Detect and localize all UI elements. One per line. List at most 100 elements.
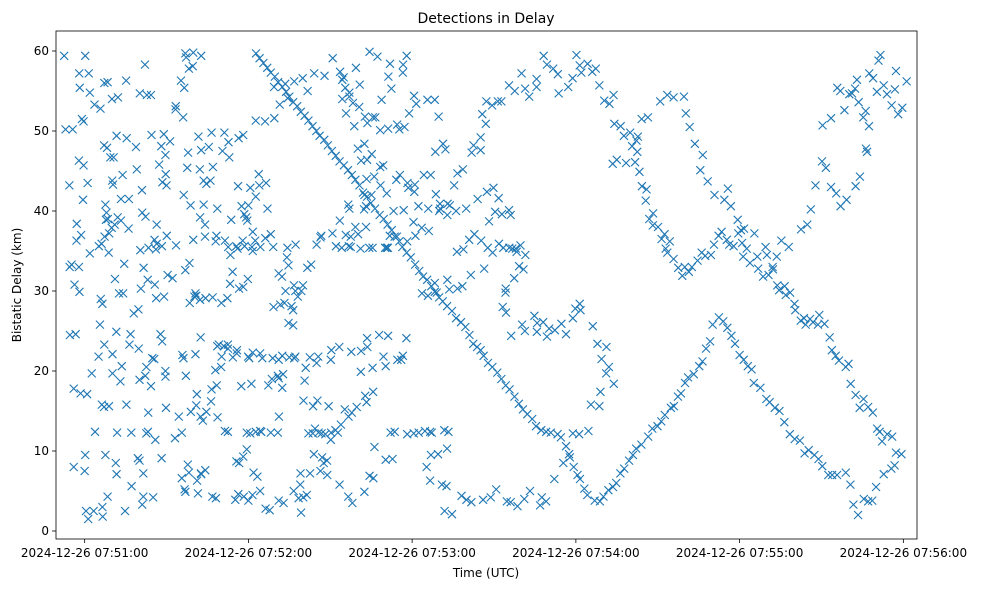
- detection-marker: [211, 493, 221, 503]
- detection-marker: [531, 421, 541, 431]
- detection-marker: [284, 353, 294, 362]
- detection-marker: [192, 476, 202, 485]
- detection-marker: [83, 178, 93, 188]
- detection-marker: [144, 243, 153, 253]
- detection-marker: [469, 141, 478, 150]
- detection-marker: [476, 145, 486, 155]
- detection-marker: [398, 351, 408, 361]
- detection-marker: [134, 344, 144, 353]
- detection-marker: [877, 437, 887, 446]
- detection-marker: [170, 433, 180, 443]
- detection-marker: [156, 141, 166, 151]
- detection-marker: [402, 51, 412, 61]
- detection-marker: [411, 99, 421, 109]
- detection-marker: [576, 305, 585, 315]
- detection-marker: [380, 243, 390, 253]
- detection-marker: [879, 469, 889, 479]
- detection-marker: [561, 441, 571, 451]
- detection-marker: [90, 100, 99, 109]
- detection-marker: [278, 369, 288, 379]
- detection-marker: [430, 147, 440, 157]
- detection-marker: [69, 384, 79, 393]
- detection-marker: [501, 284, 511, 293]
- detection-marker: [853, 510, 863, 520]
- detection-marker: [248, 246, 258, 256]
- detection-marker: [426, 170, 436, 180]
- detection-marker: [574, 429, 584, 439]
- detection-marker: [131, 142, 141, 152]
- detection-marker: [348, 98, 358, 108]
- detection-marker: [597, 354, 606, 364]
- detection-marker: [467, 148, 477, 157]
- detection-marker: [513, 501, 522, 511]
- detection-marker: [308, 401, 318, 411]
- detection-marker: [104, 401, 114, 411]
- detection-marker: [135, 245, 145, 255]
- detection-marker: [653, 421, 662, 431]
- x-tick-label: 2024-12-26 07:55:00: [676, 546, 803, 560]
- detection-marker: [61, 125, 70, 134]
- detection-marker: [452, 247, 462, 257]
- detection-marker: [260, 117, 270, 126]
- detection-marker: [141, 212, 150, 221]
- detection-marker: [143, 408, 153, 417]
- detection-marker: [305, 353, 315, 362]
- detection-marker: [201, 407, 211, 417]
- detection-marker: [563, 82, 573, 92]
- detection-marker: [705, 337, 715, 346]
- detection-marker: [346, 232, 356, 241]
- detection-marker: [316, 231, 326, 241]
- detection-marker: [255, 486, 265, 496]
- detection-marker: [251, 192, 261, 201]
- detection-marker: [801, 320, 811, 329]
- y-tick-label: 10: [34, 444, 49, 458]
- detection-marker: [147, 130, 156, 140]
- detection-marker: [248, 490, 257, 500]
- detection-marker: [478, 495, 488, 505]
- detection-marker: [230, 495, 240, 505]
- detection-marker: [350, 175, 360, 185]
- detection-marker: [207, 385, 216, 394]
- detection-marker: [491, 485, 501, 494]
- detection-marker: [110, 274, 120, 284]
- detection-marker: [362, 342, 372, 352]
- detection-marker: [804, 445, 814, 455]
- detection-marker: [288, 305, 298, 315]
- detection-marker: [710, 190, 719, 200]
- detection-marker: [383, 220, 392, 229]
- detection-marker: [591, 64, 601, 73]
- detection-marker: [171, 241, 181, 250]
- detection-marker: [457, 281, 467, 291]
- detection-marker: [882, 429, 892, 439]
- detection-marker: [576, 68, 586, 77]
- detection-marker: [497, 209, 507, 219]
- detection-marker: [573, 470, 582, 480]
- detection-marker: [844, 359, 853, 369]
- detection-marker: [808, 317, 818, 327]
- detection-marker: [324, 401, 334, 411]
- detection-marker: [331, 151, 341, 161]
- x-tick-label: 2024-12-26 07:56:00: [840, 546, 967, 560]
- detection-marker: [255, 53, 264, 63]
- detection-marker: [257, 353, 267, 363]
- detection-marker: [800, 449, 809, 458]
- detection-marker: [831, 351, 841, 361]
- detection-marker: [496, 97, 506, 106]
- detection-marker: [177, 428, 187, 437]
- detection-marker: [383, 124, 393, 133]
- detection-marker: [196, 469, 206, 479]
- detection-marker: [355, 80, 365, 89]
- detection-marker: [179, 83, 189, 93]
- detection-marker: [498, 302, 508, 312]
- detection-marker: [317, 429, 326, 438]
- detection-marker: [266, 68, 276, 77]
- detection-marker: [350, 222, 360, 232]
- detection-marker: [359, 487, 369, 497]
- detection-marker: [461, 204, 471, 213]
- detection-marker: [449, 181, 459, 190]
- detection-marker: [542, 60, 552, 69]
- detection-marker: [596, 387, 605, 397]
- detection-marker: [628, 450, 638, 460]
- detection-marker: [242, 445, 252, 454]
- detection-marker: [141, 429, 151, 438]
